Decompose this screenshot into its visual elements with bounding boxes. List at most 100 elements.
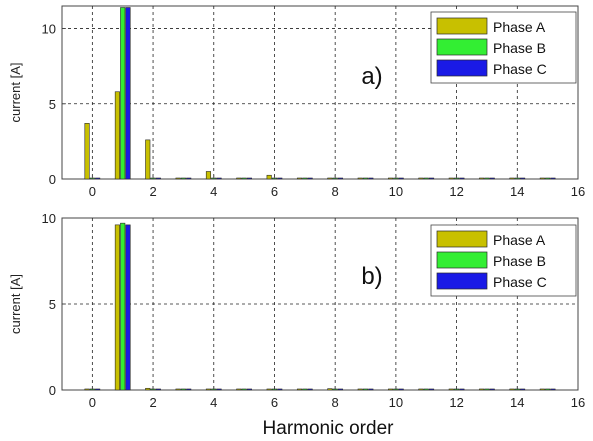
bar-phase-a — [418, 388, 424, 391]
bar-phase-a — [479, 177, 485, 180]
bar-phase-c — [520, 388, 526, 391]
legend-swatch — [436, 59, 488, 77]
bar-phase-a — [357, 177, 363, 180]
legend-swatch — [436, 230, 488, 248]
bar-phase-c — [277, 388, 283, 391]
bar-phase-c — [125, 224, 131, 391]
x-tick-label: 10 — [389, 184, 403, 199]
bar-phase-b — [180, 177, 186, 180]
bar-phase-a — [296, 177, 303, 180]
x-tick-label: 0 — [89, 395, 96, 410]
bar-phase-a — [357, 388, 363, 391]
bar-phase-a — [448, 177, 454, 180]
panel-label: a) — [361, 63, 382, 90]
x-tick-label: 4 — [210, 395, 217, 410]
x-tick-label: 2 — [149, 184, 156, 199]
bar-phase-c — [489, 177, 495, 180]
bar-phase-a — [205, 388, 212, 391]
bar-phase-b — [362, 388, 369, 391]
bar-phase-c — [337, 177, 344, 180]
bar-phase-a — [509, 388, 515, 391]
bar-phase-a — [539, 388, 545, 391]
x-axis-label: Harmonic order — [263, 418, 395, 439]
legend-swatch — [436, 251, 488, 269]
bar-phase-b — [423, 177, 429, 180]
y-tick-label: 5 — [49, 97, 56, 112]
bar-phase-c — [489, 388, 495, 391]
bar-phase-a — [114, 91, 120, 180]
x-tick-label: 2 — [149, 395, 156, 410]
y-tick-label: 10 — [42, 211, 56, 226]
bar-phase-c — [368, 177, 374, 180]
bar-phase-b — [302, 388, 308, 391]
bar-phase-c — [95, 388, 101, 391]
x-tick-label: 12 — [449, 395, 463, 410]
panel-label: b) — [361, 263, 382, 290]
bar-phase-a — [327, 177, 333, 180]
panel-b: 0 2 4 6 8 10 12 14 16 0 5 10 current [A] b) Phase A Pha… — [8, 211, 585, 410]
bar-phase-a — [479, 388, 485, 391]
bar-phase-b — [484, 388, 490, 391]
bar-phase-c — [216, 177, 222, 180]
bar-phase-b — [545, 388, 551, 391]
x-tick-label: 8 — [332, 184, 339, 199]
bar-phase-a — [145, 139, 151, 180]
bar-phase-a — [388, 177, 394, 180]
bar-phase-c — [246, 177, 252, 180]
bar-phase-a — [236, 177, 242, 180]
bar-phase-a — [266, 388, 272, 391]
bar-phase-a — [539, 177, 545, 180]
legend-swatch — [436, 38, 488, 56]
bar-phase-b — [241, 177, 247, 180]
bar-phase-c — [307, 177, 313, 180]
bar-phase-b — [120, 7, 126, 180]
bar-phase-c — [368, 388, 374, 391]
y-tick-label: 0 — [49, 383, 56, 398]
bar-phase-c — [459, 388, 465, 391]
legend-swatch — [436, 272, 488, 290]
x-tick-label: 16 — [571, 395, 585, 410]
bar-phase-a — [418, 177, 424, 180]
x-tick-label: 0 — [89, 184, 96, 199]
bar-phase-c — [459, 177, 465, 180]
bar-phase-a — [175, 388, 181, 391]
legend-label: Phase B — [493, 40, 546, 56]
bar-phase-a — [266, 174, 272, 180]
bar-phase-c — [155, 388, 161, 391]
legend-label: Phase B — [493, 253, 546, 269]
x-tick-label: 4 — [210, 184, 217, 199]
bar-phase-c — [307, 388, 313, 391]
bar-phase-a — [327, 388, 333, 391]
bar-phase-c — [155, 177, 161, 180]
bar-phase-c — [428, 388, 435, 391]
bar-phase-b — [362, 177, 369, 180]
bar-phase-b — [423, 388, 429, 391]
x-tick-label: 6 — [271, 395, 278, 410]
bar-phase-a — [448, 388, 454, 391]
bar-phase-c — [520, 177, 526, 180]
bar-phase-c — [337, 388, 344, 391]
bar-phase-a — [236, 388, 242, 391]
y-tick-label: 5 — [49, 297, 56, 312]
legend-label: Phase A — [493, 19, 546, 35]
bar-phase-c — [95, 177, 101, 180]
y-axis-label: current [A] — [8, 63, 23, 123]
bar-phase-b — [120, 222, 126, 391]
y-tick-label: 10 — [42, 22, 56, 37]
bar-phase-a — [84, 388, 90, 391]
bar-phase-c — [277, 177, 283, 180]
bar-phase-a — [175, 177, 181, 180]
bar-phase-c — [216, 388, 222, 391]
y-axis-label: current [A] — [8, 274, 23, 334]
bar-phase-a — [388, 388, 394, 391]
bar-phase-c — [550, 177, 556, 180]
bar-phase-a — [145, 387, 151, 391]
legend-label: Phase C — [493, 61, 547, 77]
bar-phase-b — [484, 177, 490, 180]
y-tick-label: 0 — [49, 172, 56, 187]
x-tick-label: 14 — [510, 395, 524, 410]
bar-phase-a — [114, 224, 120, 391]
legend-label: Phase A — [493, 232, 546, 248]
x-tick-label: 14 — [510, 184, 524, 199]
